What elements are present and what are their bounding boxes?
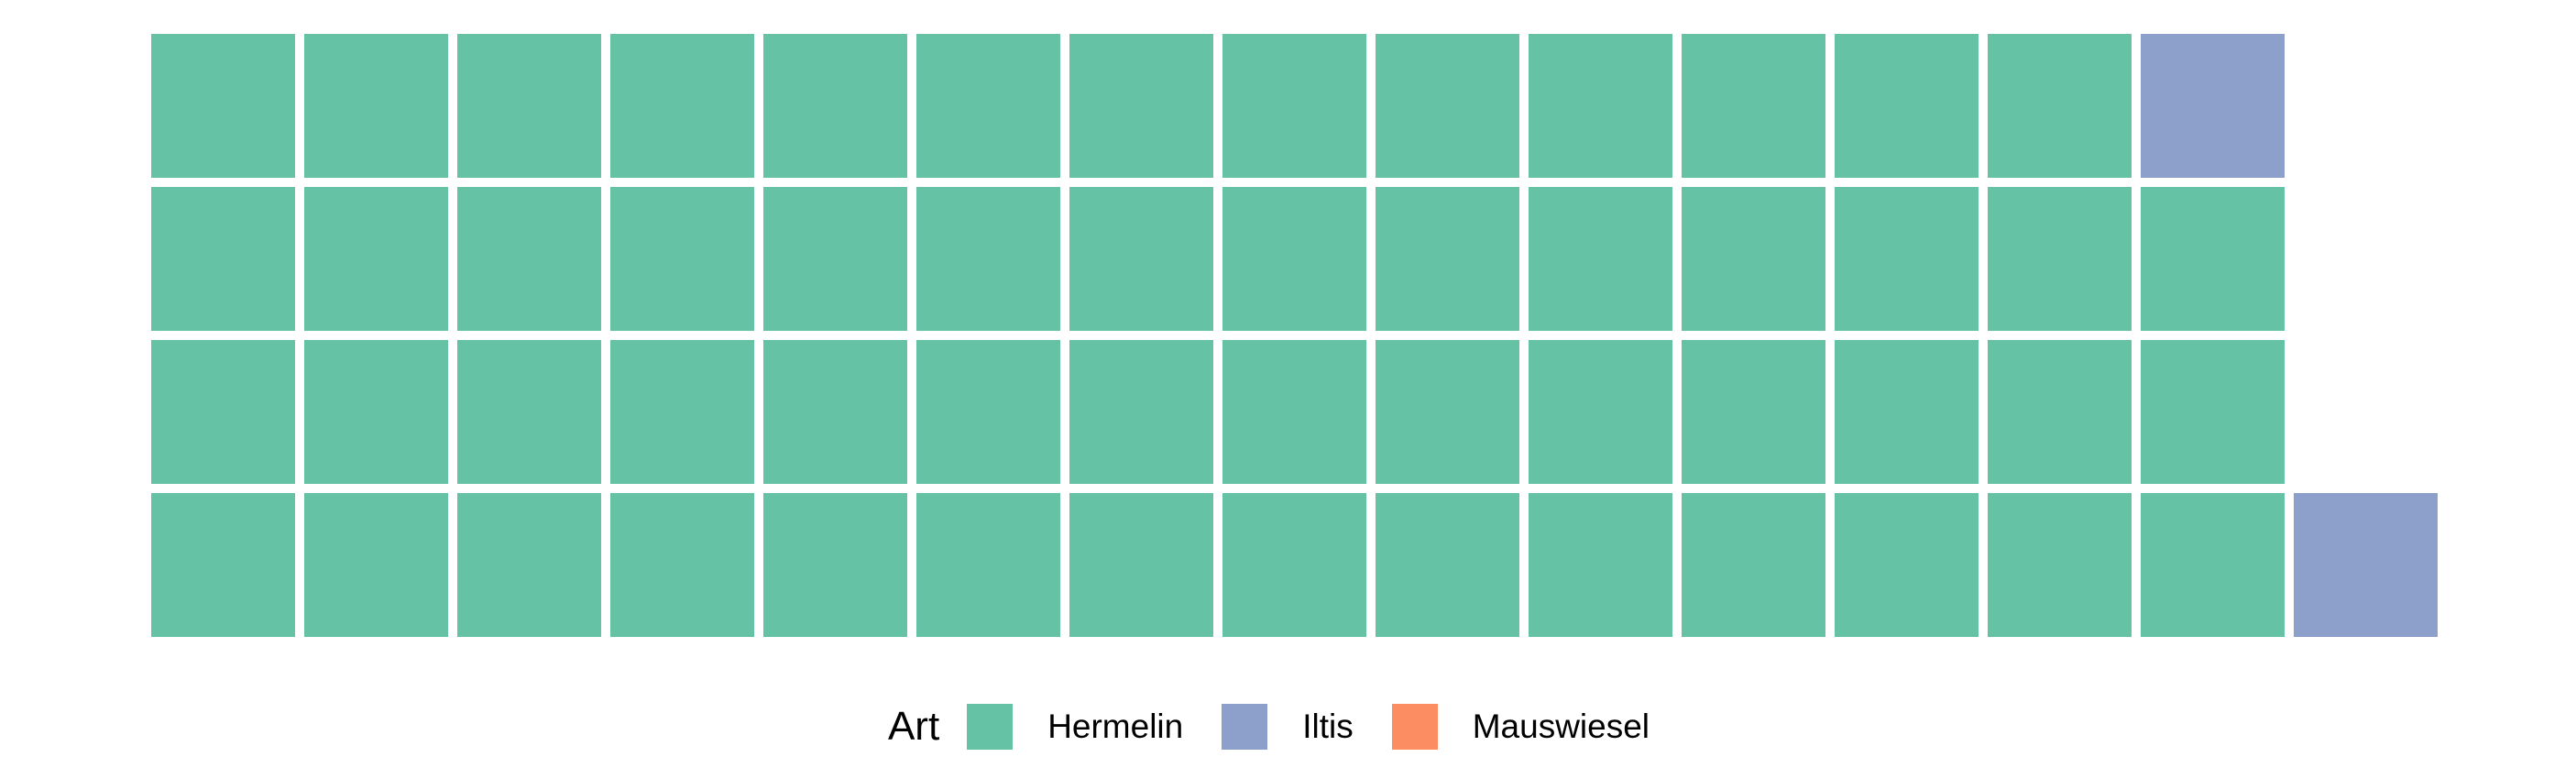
waffle-cell-hermelin (1529, 340, 1672, 484)
legend-label-hermelin: Hermelin (1047, 708, 1184, 745)
legend-item-iltis: Iltis (1222, 704, 1354, 750)
waffle-cell-hermelin (916, 340, 1060, 484)
waffle-cell-hermelin (1835, 187, 1979, 331)
waffle-cell-hermelin (610, 34, 754, 178)
waffle-cell-hermelin (763, 340, 907, 484)
waffle-cell-hermelin (1529, 34, 1672, 178)
waffle-cell-hermelin (304, 340, 448, 484)
waffle-cell-hermelin (1069, 493, 1213, 637)
waffle-cell-hermelin (1376, 187, 1519, 331)
waffle-cell-hermelin (1222, 34, 1366, 178)
waffle-cell-iltis (2141, 34, 2285, 178)
legend: Art Hermelin Iltis Mauswiesel (0, 697, 2576, 757)
waffle-cell-hermelin (457, 187, 601, 331)
waffle-cell-hermelin (1069, 187, 1213, 331)
waffle-cell-hermelin (2141, 340, 2285, 484)
waffle-cell-hermelin (1376, 34, 1519, 178)
legend-swatch-mauswiesel (1391, 704, 1438, 750)
waffle-cell-hermelin (151, 340, 295, 484)
legend-label-mauswiesel: Mauswiesel (1472, 708, 1650, 745)
waffle-cell-hermelin (610, 187, 754, 331)
waffle-cell-hermelin (1376, 340, 1519, 484)
waffle-cell-hermelin (763, 187, 907, 331)
waffle-cell-hermelin (1835, 340, 1979, 484)
waffle-cell-hermelin (1069, 340, 1213, 484)
waffle-cell-hermelin (1069, 34, 1213, 178)
waffle-cell-hermelin (1835, 493, 1979, 637)
waffle-cell-hermelin (1529, 187, 1672, 331)
legend-title: Art (887, 704, 940, 749)
waffle-cell-hermelin (916, 493, 1060, 637)
waffle-cell-hermelin (1222, 340, 1366, 484)
waffle-cell-hermelin (610, 340, 754, 484)
waffle-cell-hermelin (151, 187, 295, 331)
waffle-cell-hermelin (763, 34, 907, 178)
waffle-cell-hermelin (610, 493, 754, 637)
waffle-cell-hermelin (457, 34, 601, 178)
waffle-cell-hermelin (304, 34, 448, 178)
waffle-cell-hermelin (1376, 493, 1519, 637)
waffle-cell-hermelin (1222, 187, 1366, 331)
waffle-cell-hermelin (304, 187, 448, 331)
waffle-cell-hermelin (1682, 34, 1825, 178)
waffle-cell-hermelin (1682, 493, 1825, 637)
waffle-cell-hermelin (1835, 34, 1979, 178)
waffle-cell-iltis (2294, 493, 2438, 637)
waffle-cell-hermelin (916, 34, 1060, 178)
waffle-cell-hermelin (1682, 340, 1825, 484)
waffle-cell-hermelin (1682, 187, 1825, 331)
waffle-cell-hermelin (151, 493, 295, 637)
waffle-cell-hermelin (1988, 493, 2132, 637)
waffle-cell-hermelin (1988, 34, 2132, 178)
waffle-cell-hermelin (1222, 493, 1366, 637)
legend-swatch-hermelin (967, 704, 1014, 750)
waffle-cell-hermelin (763, 493, 907, 637)
waffle-cell-hermelin (1529, 493, 1672, 637)
legend-label-iltis: Iltis (1302, 708, 1354, 745)
waffle-cell-hermelin (304, 493, 448, 637)
waffle-cell-hermelin (151, 34, 295, 178)
legend-item-hermelin: Hermelin (967, 704, 1183, 750)
waffle-chart (151, 34, 2438, 637)
legend-item-mauswiesel: Mauswiesel (1391, 704, 1650, 750)
waffle-cell-hermelin (1988, 187, 2132, 331)
waffle-cell-hermelin (457, 493, 601, 637)
waffle-cell-hermelin (1988, 340, 2132, 484)
waffle-cell-hermelin (2141, 187, 2285, 331)
waffle-cell-hermelin (2141, 493, 2285, 637)
waffle-cell-hermelin (457, 340, 601, 484)
legend-swatch-iltis (1222, 704, 1268, 750)
waffle-cell-hermelin (916, 187, 1060, 331)
